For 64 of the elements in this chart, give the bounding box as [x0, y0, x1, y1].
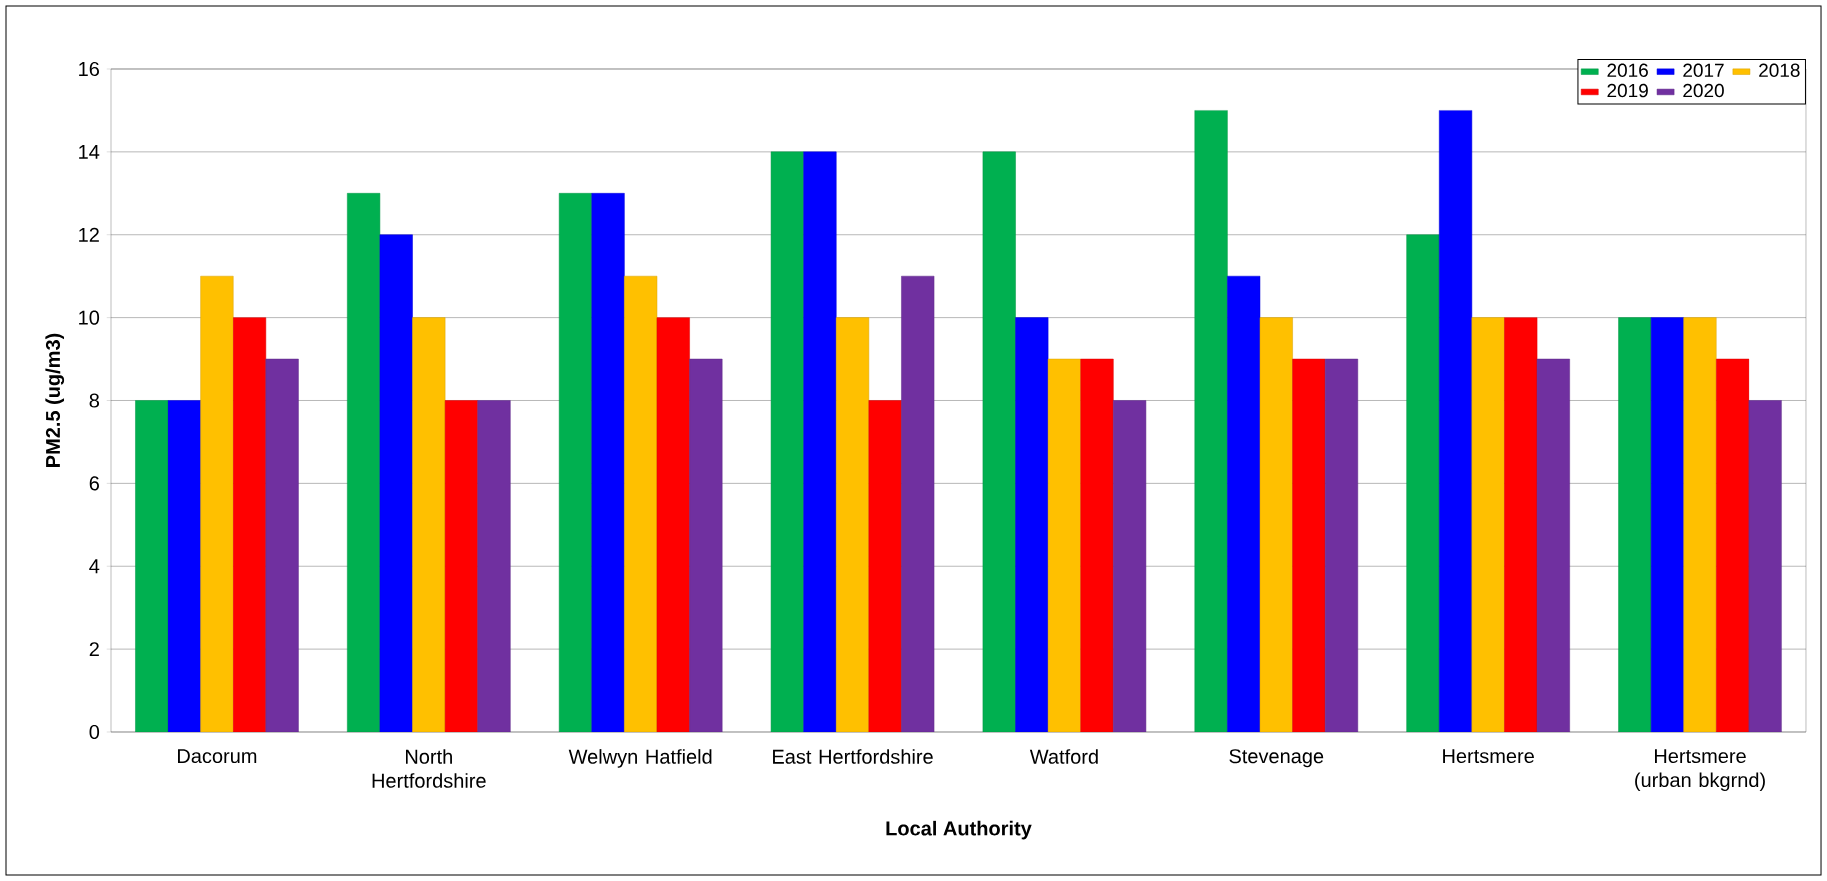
- legend-label: 2018: [1759, 63, 1800, 77]
- bar: [1748, 400, 1782, 732]
- bar: [1618, 317, 1652, 732]
- bar: [1536, 358, 1570, 732]
- bar: [379, 234, 413, 732]
- bar: [347, 193, 381, 732]
- bar: [1227, 275, 1261, 732]
- bar: [265, 358, 299, 732]
- y-tick-label: 16: [79, 61, 99, 77]
- bar: [1080, 358, 1114, 732]
- y-tick-label: 4: [89, 559, 100, 574]
- bar: [200, 275, 234, 732]
- bar: [444, 400, 478, 732]
- bar: [1406, 234, 1440, 732]
- bar: [1324, 358, 1359, 732]
- bar: [624, 275, 658, 732]
- x-tick-label: Watford: [1029, 749, 1098, 764]
- x-tick-label: North Hertfordshire: [372, 749, 486, 788]
- bar: [477, 400, 511, 732]
- bar: [232, 317, 267, 732]
- legend-label: 2020: [1683, 83, 1724, 98]
- bar: [1113, 400, 1147, 732]
- bar: [167, 400, 201, 732]
- y-tick-label: 8: [89, 393, 99, 408]
- legend-label: 2017: [1683, 63, 1724, 77]
- bar: [1015, 317, 1049, 732]
- bar: [1194, 110, 1228, 732]
- x-tick-label: Stevenage: [1229, 749, 1324, 768]
- x-tick-label: Hertsmere: [1443, 749, 1534, 764]
- bar: [656, 317, 690, 732]
- bar: [1292, 358, 1326, 732]
- y-tick-label: 12: [79, 227, 99, 242]
- bar: [1683, 317, 1717, 732]
- bar: [1259, 317, 1293, 732]
- legend-label: 2019: [1607, 83, 1648, 98]
- bar: [770, 151, 804, 732]
- y-tick-label: 14: [79, 145, 100, 159]
- y-tick-label: 6: [89, 476, 99, 491]
- x-tick-label: East Hertfordshire: [773, 749, 933, 764]
- bar: [1439, 110, 1473, 732]
- x-tick-label: Hertsmere (urban bkgrnd): [1635, 749, 1765, 792]
- bar: [1650, 317, 1684, 732]
- y-tick-label: 10: [79, 310, 100, 325]
- bar: [868, 400, 902, 732]
- x-tick-label: Welwyn Hatfield: [568, 749, 712, 768]
- x-tick-label: Dacorum: [178, 749, 257, 764]
- y-axis-title: PM2.5 (ug/m3): [45, 333, 65, 467]
- bar: [1716, 358, 1750, 732]
- bar: [1504, 317, 1538, 732]
- bar: [1047, 358, 1081, 732]
- y-tick-label: 0: [89, 724, 100, 740]
- x-axis-title: Local Authority: [886, 820, 1032, 840]
- bar: [1471, 317, 1505, 732]
- y-tick-label: 2: [89, 642, 99, 657]
- bar: [412, 317, 446, 732]
- legend-label: 2016: [1607, 63, 1648, 77]
- bar: [135, 400, 169, 732]
- bar: [836, 317, 870, 732]
- bar: [982, 151, 1016, 732]
- bar: [803, 151, 837, 732]
- bar: [689, 358, 723, 732]
- bar: [558, 193, 593, 732]
- bar: [901, 275, 935, 732]
- bar: [591, 193, 625, 732]
